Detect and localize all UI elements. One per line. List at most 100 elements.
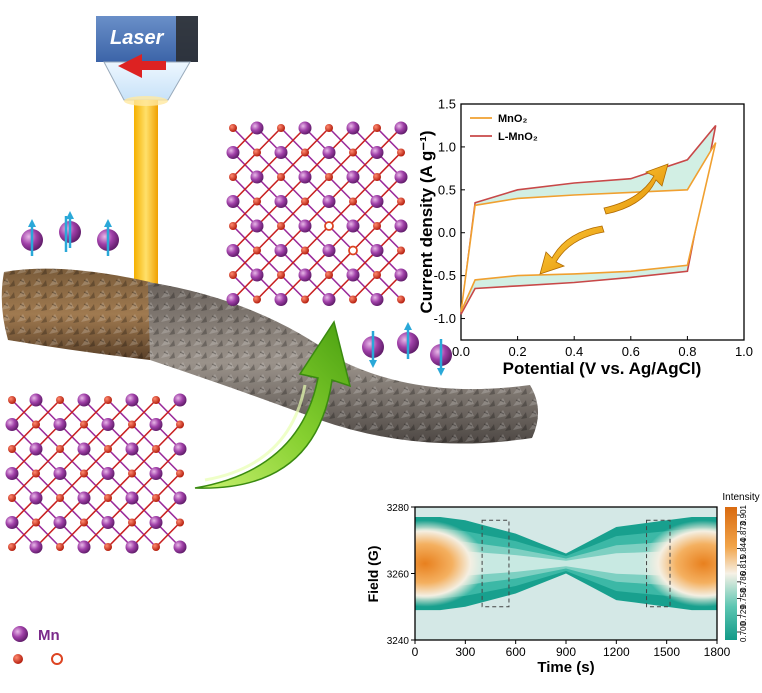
mn-atom bbox=[250, 268, 264, 282]
mn-atom bbox=[298, 170, 312, 184]
colorbar-tick-label: 0.786 bbox=[739, 571, 748, 592]
mn-atom bbox=[226, 244, 240, 257]
left-arrow-icon bbox=[118, 54, 166, 78]
legend-entry: L-MnO₂ bbox=[498, 131, 538, 143]
mn-atom bbox=[298, 121, 312, 135]
cv-x-tick-label: 0.6 bbox=[622, 344, 640, 359]
cv-x-axis-label: Potential (V vs. Ag/AgCl) bbox=[503, 359, 702, 378]
mn-atom bbox=[274, 146, 288, 159]
oxygen-vacancy-icon bbox=[51, 653, 63, 665]
oxygen-atom bbox=[229, 271, 237, 279]
oxygen-atom bbox=[152, 445, 160, 453]
oxygen-atom bbox=[325, 124, 333, 132]
oxygen-atom bbox=[229, 124, 237, 132]
mn-atom bbox=[53, 467, 67, 480]
mn-atom bbox=[149, 467, 163, 480]
oxygen-atom bbox=[253, 295, 261, 304]
mn-atom bbox=[149, 418, 163, 431]
colorbar-tick-label: 0.700 bbox=[739, 621, 748, 642]
mn-atom bbox=[77, 442, 91, 456]
mn-atom bbox=[346, 121, 360, 135]
oxygen-atom bbox=[373, 173, 381, 181]
mn-atom bbox=[370, 293, 384, 306]
spin-mn-atom bbox=[397, 322, 419, 359]
heatmap-x-tick-label: 600 bbox=[506, 645, 526, 659]
oxygen-atom bbox=[397, 295, 405, 304]
oxygen-atom bbox=[104, 396, 112, 404]
oxygen-atom bbox=[8, 396, 16, 404]
mn-atom bbox=[346, 219, 360, 233]
heatmap-x-tick-label: 300 bbox=[455, 645, 475, 659]
mn-atom bbox=[77, 540, 91, 554]
oxygen-atom bbox=[373, 124, 381, 132]
oxygen-atom bbox=[277, 271, 285, 279]
oxygen-atom bbox=[104, 543, 112, 551]
oxygen-atom bbox=[373, 222, 381, 230]
mn-atom bbox=[250, 170, 264, 184]
spin-arrow-icon bbox=[437, 339, 445, 376]
transformation-arrow bbox=[194, 320, 352, 489]
cv-y-tick-label: 1.0 bbox=[438, 139, 456, 154]
oxygen-atom bbox=[56, 494, 64, 502]
mn-atom bbox=[101, 418, 115, 431]
mn-atom bbox=[370, 244, 384, 257]
cv-x-tick-label: 0.8 bbox=[678, 344, 696, 359]
colorbar-tick-label: 0.729 bbox=[739, 605, 748, 626]
colorbar-title: Intensity bbox=[722, 492, 759, 503]
highlight-window bbox=[646, 519, 671, 608]
cv-chart: 0.0 0.2 0.4 0.6 0.8 1.0 -1.0 -0.5 0.0 0.5 1.0 1.5 Mn… bbox=[417, 97, 753, 379]
cv-y-tick-label: 1.5 bbox=[438, 97, 456, 112]
heatmap-x-axis-label: Time (s) bbox=[537, 659, 594, 676]
spin-mn-atom bbox=[21, 219, 43, 256]
oxygen-atom bbox=[253, 148, 261, 157]
mn-atom bbox=[322, 195, 336, 208]
oxygen-atom bbox=[56, 396, 64, 404]
oxygen-atom bbox=[349, 295, 357, 304]
spin-mn-atom bbox=[59, 211, 81, 248]
mn-atom bbox=[322, 244, 336, 257]
heatmap-y-tick-label: 3280 bbox=[387, 503, 410, 514]
spin-arrow-icon bbox=[28, 219, 36, 256]
spin-mn-atom bbox=[362, 331, 384, 368]
mn-atom bbox=[149, 516, 163, 529]
heatmap-y-tick-label: 3260 bbox=[387, 570, 410, 581]
mn-atom bbox=[394, 121, 408, 135]
oxygen-atom bbox=[32, 420, 40, 429]
mn-atom bbox=[250, 219, 264, 233]
mn-atom bbox=[226, 293, 240, 306]
heatmap-x-tick-label: 1500 bbox=[653, 645, 680, 659]
lattice-structure-pristine bbox=[5, 393, 187, 554]
laser-beam bbox=[134, 100, 158, 290]
mn-atom bbox=[125, 393, 139, 407]
colorbar-tick-label: 0.901 bbox=[739, 504, 748, 525]
oxygen-atom bbox=[397, 246, 405, 255]
mn-atom bbox=[322, 146, 336, 159]
oxygen-atom bbox=[128, 420, 136, 429]
spin-mn-atom bbox=[97, 219, 119, 256]
lattice-structure-defective bbox=[226, 121, 408, 306]
mn-atom bbox=[5, 418, 19, 431]
oxygen-atom bbox=[80, 469, 88, 478]
oxygen-atom bbox=[128, 518, 136, 527]
mn-atom bbox=[346, 170, 360, 184]
mn-atom bbox=[322, 293, 336, 306]
cv-legend: MnO₂ L-MnO₂ bbox=[470, 113, 538, 143]
oxygen-atom bbox=[80, 518, 88, 527]
mn-atom bbox=[125, 442, 139, 456]
oxygen-atom bbox=[253, 197, 261, 206]
mn-atom bbox=[298, 219, 312, 233]
highlight-window bbox=[481, 519, 510, 608]
oxygen-atom bbox=[152, 543, 160, 551]
spin-mn-atom bbox=[430, 339, 452, 376]
oxygen-atom bbox=[301, 295, 309, 304]
colorbar bbox=[725, 507, 737, 640]
mn-atom bbox=[101, 516, 115, 529]
spin-arrow-icon bbox=[404, 322, 412, 359]
oxygen-atom bbox=[152, 396, 160, 404]
mn-atom bbox=[29, 442, 43, 456]
cv-y-tick-label: -1.0 bbox=[434, 311, 456, 326]
colorbar-tick-label: 0.758 bbox=[739, 588, 748, 609]
oxygen-atom bbox=[229, 173, 237, 181]
oxygen-atom bbox=[176, 518, 184, 527]
heatmap-contour-core bbox=[415, 550, 717, 577]
